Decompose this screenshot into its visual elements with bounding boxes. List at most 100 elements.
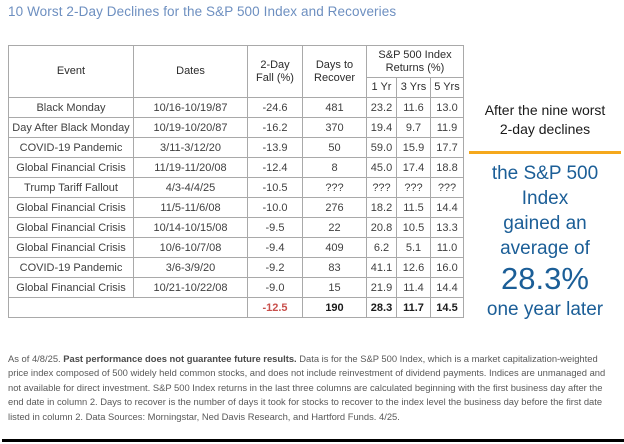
recover-cell: 481 [302, 97, 367, 118]
table-row: Trump Tariff Fallout 4/3-4/4/25 -10.5 ??… [8, 177, 464, 198]
callout-highlight-value: 28.3% [501, 261, 589, 296]
yr5-cell: ??? [430, 177, 464, 198]
event-cell: Global Financial Crisis [8, 197, 134, 218]
table-row: COVID-19 Pandemic 3/11-3/12/20 -13.9 50 … [8, 137, 464, 158]
dates-cell: 10/14-10/15/08 [133, 217, 248, 238]
footnote: As of 4/8/25. Past performance does not … [8, 352, 606, 424]
summary-recover-cell: 190 [302, 297, 367, 318]
yr3-cell: 15.9 [396, 137, 431, 158]
yr1-cell: 59.0 [366, 137, 397, 158]
callout-highlight-line3: gained an [503, 213, 587, 234]
yr1-cell: 19.4 [366, 117, 397, 138]
dates-cell: 4/3-4/4/25 [133, 177, 248, 198]
event-cell: COVID-19 Pandemic [8, 257, 134, 278]
yr1-cell: 45.0 [366, 157, 397, 178]
footnote-prefix: As of 4/8/25. [8, 353, 64, 364]
summary-empty-cell [8, 297, 248, 318]
summary-yr5-cell: 14.5 [430, 297, 464, 318]
callout-intro: After the nine worst 2-day declines [466, 101, 624, 139]
callout-highlight-line4: average of [500, 238, 590, 259]
yr1-cell: 41.1 [366, 257, 397, 278]
yr5-cell: 14.4 [430, 197, 464, 218]
header-1yr: 1 Yr [366, 77, 397, 98]
callout-highlight-suffix: one year later [486, 299, 604, 320]
dates-cell: 11/5-11/6/08 [133, 197, 248, 218]
callout-highlight-line2: Index [521, 188, 569, 209]
yr1-cell: 18.2 [366, 197, 397, 218]
callout-highlight-line1: the S&P 500 [491, 163, 599, 184]
header-fall: 2-Day Fall (%) [247, 45, 303, 98]
recover-cell: ??? [302, 177, 367, 198]
fall-cell: -16.2 [247, 117, 303, 138]
yr5-cell: 16.0 [430, 257, 464, 278]
summary-yr1-cell: 28.3 [366, 297, 397, 318]
bottom-rule [2, 439, 624, 442]
callout-intro-line2: 2-day declines [499, 121, 591, 137]
callout-intro-line1: After the nine worst [484, 102, 606, 118]
dates-cell: 10/16-10/19/87 [133, 97, 248, 118]
dates-cell: 11/19-11/20/08 [133, 157, 248, 178]
fall-cell: -9.5 [247, 217, 303, 238]
yr1-cell: 6.2 [366, 237, 397, 258]
summary-yr3-cell: 11.7 [396, 297, 431, 318]
yr3-cell: 11.6 [396, 97, 431, 118]
event-cell: Trump Tariff Fallout [8, 177, 134, 198]
header-returns-group: S&P 500 Index Returns (%) [366, 45, 464, 78]
yr5-cell: 18.8 [430, 157, 464, 178]
yr5-cell: 14.4 [430, 277, 464, 298]
summary-fall-cell: -12.5 [247, 297, 303, 318]
declines-table-container: Event Dates 2-Day Fall (%) Days to Recov… [8, 45, 464, 318]
callout-divider [469, 151, 621, 154]
fall-cell: -12.4 [247, 157, 303, 178]
yr3-cell: ??? [396, 177, 431, 198]
recover-cell: 83 [302, 257, 367, 278]
dates-cell: 3/11-3/12/20 [133, 137, 248, 158]
fall-cell: -24.6 [247, 97, 303, 118]
yr3-cell: 10.5 [396, 217, 431, 238]
recover-cell: 276 [302, 197, 367, 218]
fall-cell: -10.5 [247, 177, 303, 198]
sidebar-callout: After the nine worst 2-day declines the … [466, 101, 624, 322]
table-row: Global Financial Crisis 10/6-10/7/08 -9.… [8, 237, 464, 258]
event-cell: Black Monday [8, 97, 134, 118]
summary-row: -12.5 190 28.3 11.7 14.5 [8, 297, 464, 318]
callout-highlight: the S&P 500 Index gained an average of 2… [466, 161, 624, 322]
header-5yr: 5 Yrs [430, 77, 464, 98]
event-cell: Global Financial Crisis [8, 277, 134, 298]
dates-cell: 10/19-10/20/87 [133, 117, 248, 138]
dates-cell: 10/6-10/7/08 [133, 237, 248, 258]
yr1-cell: 23.2 [366, 97, 397, 118]
table-row: Global Financial Crisis 10/21-10/22/08 -… [8, 277, 464, 298]
fall-cell: -9.2 [247, 257, 303, 278]
yr3-cell: 5.1 [396, 237, 431, 258]
fall-cell: -13.9 [247, 137, 303, 158]
dates-cell: 10/21-10/22/08 [133, 277, 248, 298]
declines-table: Event Dates 2-Day Fall (%) Days to Recov… [8, 45, 464, 318]
dates-cell: 3/6-3/9/20 [133, 257, 248, 278]
recover-cell: 409 [302, 237, 367, 258]
event-cell: Global Financial Crisis [8, 237, 134, 258]
header-row-main: Event Dates 2-Day Fall (%) Days to Recov… [8, 45, 464, 98]
recover-cell: 370 [302, 117, 367, 138]
fall-cell: -9.0 [247, 277, 303, 298]
yr5-cell: 13.0 [430, 97, 464, 118]
footnote-body: Data is for the S&P 500 Index, which is … [8, 353, 606, 422]
yr1-cell: 20.8 [366, 217, 397, 238]
yr5-cell: 17.7 [430, 137, 464, 158]
yr5-cell: 11.9 [430, 117, 464, 138]
yr5-cell: 13.3 [430, 217, 464, 238]
fall-cell: -9.4 [247, 237, 303, 258]
yr3-cell: 9.7 [396, 117, 431, 138]
header-recover: Days to Recover [302, 45, 367, 98]
yr1-cell: 21.9 [366, 277, 397, 298]
event-cell: Global Financial Crisis [8, 217, 134, 238]
header-dates: Dates [133, 45, 248, 98]
table-row: Day After Black Monday 10/19-10/20/87 -1… [8, 117, 464, 138]
table-row: Global Financial Crisis 10/14-10/15/08 -… [8, 217, 464, 238]
table-row: Global Financial Crisis 11/19-11/20/08 -… [8, 157, 464, 178]
yr3-cell: 11.4 [396, 277, 431, 298]
recover-cell: 22 [302, 217, 367, 238]
header-event: Event [8, 45, 134, 98]
event-cell: Day After Black Monday [8, 117, 134, 138]
